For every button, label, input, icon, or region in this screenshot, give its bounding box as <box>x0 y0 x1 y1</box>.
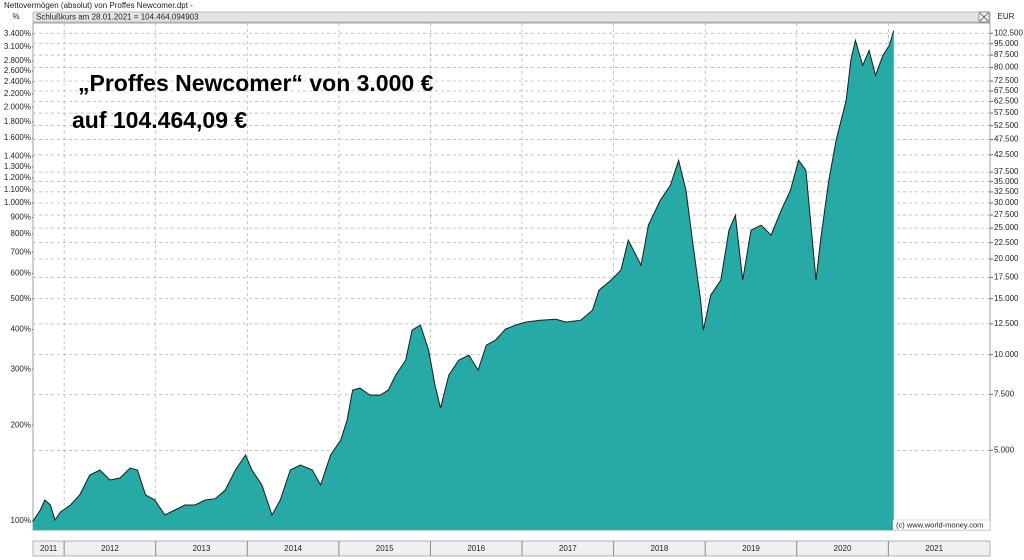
y2-tick-label: 15.000 <box>994 294 1019 303</box>
y-tick-label: 200% <box>11 420 31 429</box>
y2-tick-label: 72.500 <box>994 76 1019 85</box>
y-tick-label: 2.800% <box>4 56 31 65</box>
x-tick-label: 2019 <box>742 544 760 553</box>
y2-tick-label: 10.000 <box>994 350 1019 359</box>
y-tick-label: 1.100% <box>4 185 31 194</box>
y2-tick-label: 47.500 <box>994 135 1019 144</box>
y2-tick-label: 22.500 <box>994 238 1019 247</box>
y2-tick-label: 102.500 <box>994 28 1023 37</box>
y2-tick-label: 57.500 <box>994 108 1019 117</box>
y-tick-label: 2.600% <box>4 66 31 75</box>
y-tick-label: 100% <box>11 516 31 525</box>
x-tick-label: 2020 <box>834 544 852 553</box>
y2-tick-label: 27.500 <box>994 210 1019 219</box>
y2-tick-label: 35.000 <box>994 177 1019 186</box>
series <box>32 30 895 530</box>
chart-header: Nettovermögen (absolut) von Proffes Newc… <box>4 1 193 10</box>
y2-axis-label: EUR <box>998 12 1015 21</box>
info-bar <box>32 11 991 23</box>
x-tick-label: 2017 <box>559 544 577 553</box>
y-tick-label: 700% <box>11 247 31 256</box>
y-tick-label: 2.400% <box>4 77 31 86</box>
area <box>33 30 894 530</box>
credit: (c) www.world-money.com <box>896 520 983 529</box>
y2-tick-label: 30.000 <box>994 198 1019 207</box>
credit-box <box>892 519 991 531</box>
y-tick-label: 1.600% <box>4 133 31 142</box>
y2-tick-label: 5.000 <box>994 446 1015 455</box>
x-tick-label: 2018 <box>651 544 669 553</box>
close-button[interactable] <box>978 11 990 23</box>
x-axis-band <box>32 540 991 557</box>
y2-tick-label: 37.500 <box>994 167 1019 176</box>
x-tick-label: 2012 <box>101 544 119 553</box>
y-tick-label: 2.200% <box>4 89 31 98</box>
x-tick-label: 2011 <box>40 544 58 553</box>
x-tick-label: 2021 <box>925 544 943 553</box>
y-tick-label: 500% <box>11 294 31 303</box>
y-tick-label: 800% <box>11 229 31 238</box>
y-tick-label: 1.200% <box>4 173 31 182</box>
y2-tick-label: 12.500 <box>994 319 1019 328</box>
line <box>32 30 895 522</box>
y-tick-label: 1.400% <box>4 152 31 161</box>
y-tick-label: 3.100% <box>4 42 31 51</box>
y2-tick-label: 87.500 <box>994 50 1019 59</box>
y2-tick-label: 25.000 <box>994 223 1019 232</box>
y-tick-label: 1.800% <box>4 117 31 126</box>
y2-tick-label: 62.500 <box>994 97 1019 106</box>
y-tick-label: 300% <box>11 364 31 373</box>
y-tick-label: 1.300% <box>4 162 31 171</box>
y-tick-label: 400% <box>11 325 31 334</box>
y-tick-label: 600% <box>11 269 31 278</box>
y2-tick-label: 20.000 <box>994 254 1019 263</box>
y2-tick-label: 42.500 <box>994 150 1019 159</box>
y2-tick-label: 67.500 <box>994 86 1019 95</box>
x-tick-label: 2014 <box>284 544 302 553</box>
x-tick-label: 2013 <box>193 544 211 553</box>
y2-tick-label: 7.500 <box>994 390 1015 399</box>
y2-tick-label: 32.500 <box>994 187 1019 196</box>
y2-tick-label: 52.500 <box>994 121 1019 130</box>
y-axis-label: % <box>12 12 19 21</box>
annotation: „Proffes Newcomer“ von 3.000 € <box>78 70 434 96</box>
y2-tick-label: 95.000 <box>994 39 1019 48</box>
close-icon <box>979 12 989 22</box>
annotation: auf 104.464,09 € <box>72 107 247 133</box>
x-tick-label: 2016 <box>467 544 485 553</box>
y2-tick-label: 80.000 <box>994 63 1019 72</box>
x-tick-label: 2015 <box>376 544 394 553</box>
y-tick-label: 2.000% <box>4 102 31 111</box>
chart-subtitle: Schlußkurs am 28.01.2021 = 104.464,09490… <box>36 13 199 22</box>
y-tick-label: 900% <box>11 213 31 222</box>
y-tick-label: 1.000% <box>4 198 31 207</box>
y2-tick-label: 17.500 <box>994 272 1019 281</box>
y-tick-label: 3.400% <box>4 29 31 38</box>
